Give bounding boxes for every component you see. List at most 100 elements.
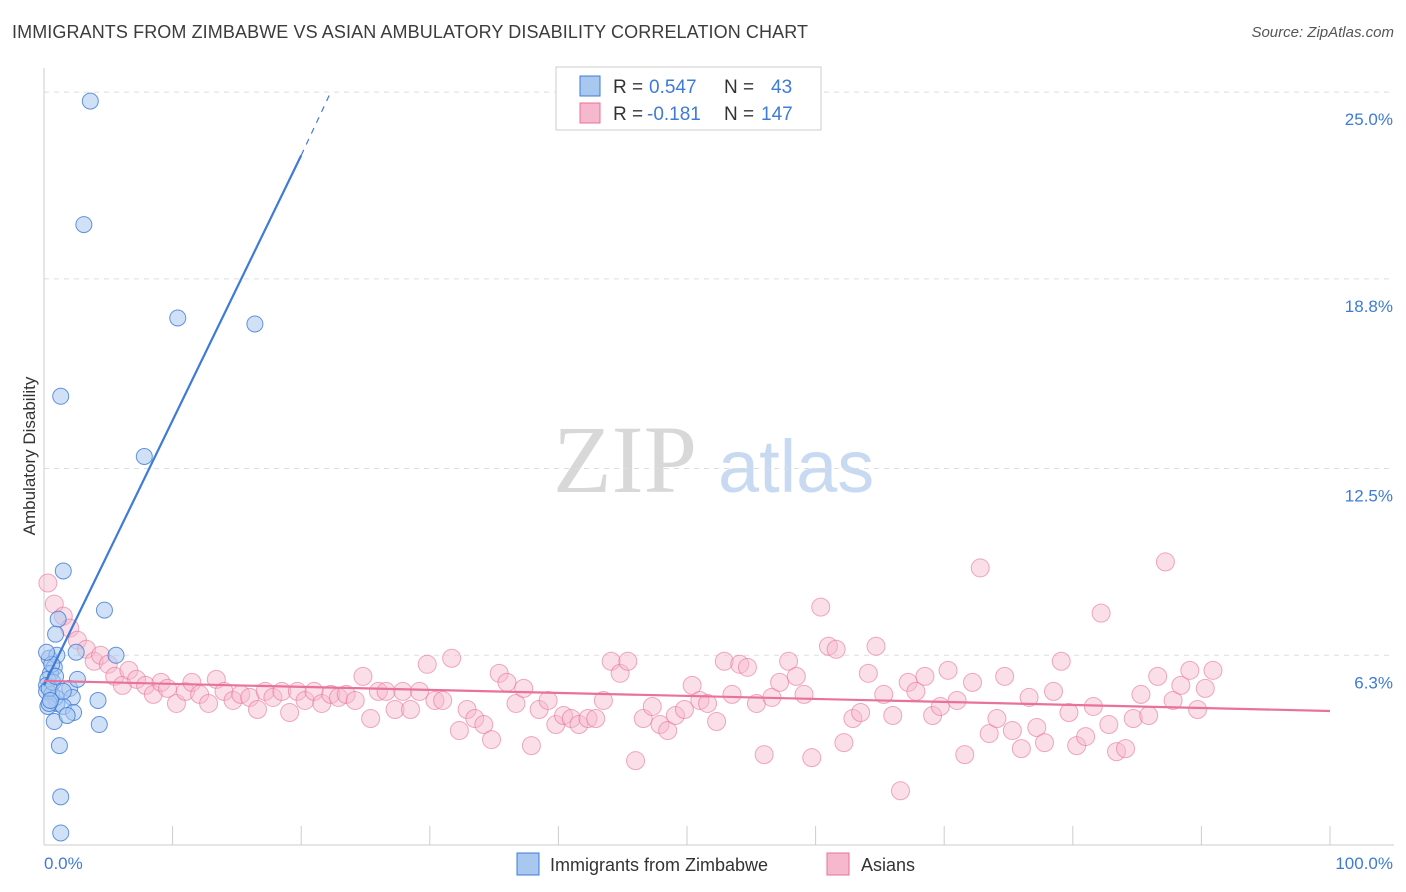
asians-point bbox=[915, 666, 935, 686]
asians-point bbox=[698, 693, 718, 713]
asians-point bbox=[554, 706, 574, 725]
asians-point bbox=[1051, 651, 1071, 671]
asians-point bbox=[449, 721, 469, 741]
asians-point bbox=[497, 672, 517, 692]
asians-point bbox=[1131, 684, 1151, 704]
zimbabwe-points bbox=[38, 92, 264, 842]
asians-point bbox=[393, 681, 413, 701]
zimbabwe-trend-line bbox=[43, 154, 303, 686]
asians-point bbox=[368, 681, 388, 701]
asians-point bbox=[417, 654, 437, 674]
zimbabwe-point bbox=[58, 707, 76, 724]
asians-point bbox=[866, 636, 886, 656]
zimbabwe-point bbox=[75, 216, 93, 234]
y-axis-label: Ambulatory Disability bbox=[20, 376, 39, 535]
zimbabwe-point bbox=[47, 625, 65, 643]
asians-point bbox=[538, 690, 558, 710]
asians-point bbox=[834, 733, 854, 753]
asians-point bbox=[199, 693, 219, 713]
asians-point bbox=[280, 702, 300, 722]
zimbabwe-point bbox=[41, 691, 59, 709]
asians-point bbox=[955, 745, 975, 765]
asians-point bbox=[786, 666, 806, 686]
asians-point bbox=[858, 663, 878, 683]
zimbabwe-point bbox=[135, 448, 153, 465]
asians-point bbox=[1099, 715, 1119, 735]
asians-point bbox=[890, 781, 910, 801]
asians-point bbox=[851, 702, 871, 722]
asians-point bbox=[1148, 666, 1168, 686]
asians-point bbox=[618, 651, 638, 671]
asians-point bbox=[737, 657, 757, 677]
zimbabwe-point bbox=[54, 682, 72, 700]
asians-point bbox=[1011, 739, 1031, 759]
legend-n-value: 43 bbox=[771, 77, 792, 98]
y-tick-label: 12.5% bbox=[1345, 487, 1393, 506]
legend-swatch-pink bbox=[579, 102, 601, 124]
asians-point bbox=[674, 699, 694, 719]
asians-point bbox=[722, 684, 742, 704]
legend-n-label: N = bbox=[724, 104, 754, 125]
zimbabwe-point bbox=[246, 315, 264, 333]
series-swatch-asians bbox=[826, 852, 850, 876]
asians-point bbox=[223, 690, 243, 710]
asians-point bbox=[779, 651, 799, 671]
asians-point bbox=[658, 721, 678, 741]
asians-point bbox=[361, 709, 381, 729]
trend-lines bbox=[43, 91, 1331, 713]
asians-point bbox=[843, 709, 863, 729]
asians-point bbox=[586, 709, 606, 729]
x-tick-label: 0.0% bbox=[44, 854, 83, 873]
zimbabwe-point bbox=[90, 716, 108, 734]
asians-point bbox=[578, 709, 598, 729]
zimbabwe-point bbox=[52, 387, 70, 405]
series-legend: Immigrants from Zimbabwe Asians bbox=[516, 852, 915, 876]
y-tick-label: 6.3% bbox=[1354, 673, 1393, 692]
asians-point bbox=[385, 699, 405, 719]
asians-point bbox=[770, 672, 790, 692]
x-tick-label: 100.0% bbox=[1335, 854, 1393, 873]
asians-point bbox=[979, 724, 999, 744]
zimbabwe-point bbox=[81, 92, 99, 110]
zimbabwe-point bbox=[52, 788, 70, 806]
zimbabwe-trend-extension bbox=[300, 91, 332, 156]
asians-point bbox=[1059, 702, 1079, 722]
asians-point bbox=[714, 651, 734, 671]
zimbabwe-point bbox=[95, 601, 113, 619]
asians-point bbox=[883, 706, 903, 725]
asians-point bbox=[1002, 721, 1022, 741]
asians-point bbox=[1076, 727, 1096, 747]
correlation-legend: R = 0.547 N = 43 R = -0.181 N = 147 bbox=[555, 66, 822, 131]
series-swatch-zimbabwe bbox=[516, 852, 540, 876]
asians-point bbox=[970, 558, 990, 578]
asians-point bbox=[794, 684, 814, 704]
asians-point bbox=[1123, 709, 1143, 729]
legend-r-label: R = bbox=[613, 104, 643, 125]
asians-point bbox=[930, 696, 950, 716]
asians-point bbox=[401, 699, 421, 719]
zimbabwe-point bbox=[68, 670, 86, 688]
asians-point bbox=[514, 678, 534, 698]
legend-r-label: R = bbox=[613, 77, 643, 98]
source-credit: Source: ZipAtlas.com bbox=[1251, 24, 1394, 41]
legend-n-label: N = bbox=[724, 77, 754, 98]
zimbabwe-point bbox=[107, 646, 125, 664]
asians-point bbox=[1091, 603, 1111, 623]
zimbabwe-point bbox=[54, 562, 72, 580]
asians-point bbox=[345, 690, 365, 710]
asians-trend-line bbox=[43, 679, 1331, 713]
zimbabwe-point bbox=[52, 824, 70, 842]
asians-point bbox=[593, 690, 613, 710]
asians-point bbox=[987, 709, 1007, 729]
asians-point bbox=[1163, 690, 1183, 710]
asians-point bbox=[143, 684, 163, 704]
watermark-atlas: atlas bbox=[718, 425, 874, 508]
series-label-zimbabwe: Immigrants from Zimbabwe bbox=[550, 855, 768, 875]
asians-point bbox=[626, 751, 646, 771]
asians-point bbox=[1019, 687, 1039, 707]
asians-point bbox=[474, 715, 494, 735]
grid bbox=[44, 91, 1394, 656]
asians-point bbox=[874, 684, 894, 704]
asians-point bbox=[247, 699, 267, 719]
